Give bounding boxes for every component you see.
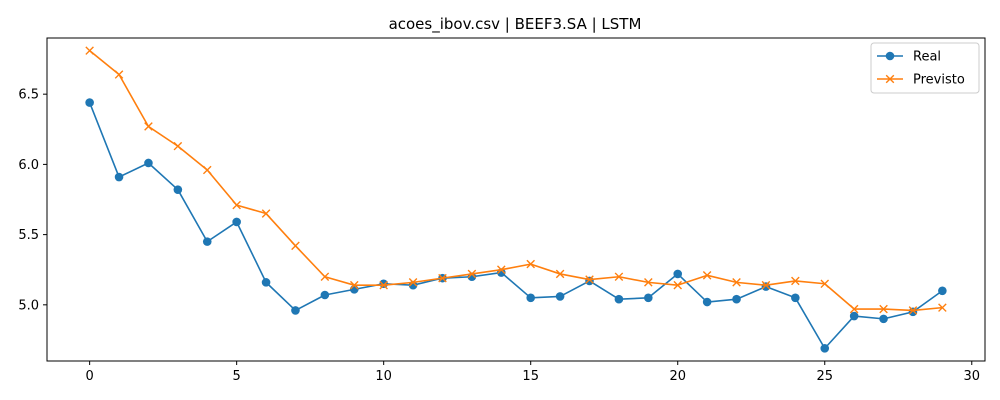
x-tick-label: 30 bbox=[963, 369, 980, 384]
data-point-previsto bbox=[791, 276, 800, 286]
data-point-real bbox=[232, 217, 241, 227]
data-point-previsto bbox=[497, 265, 506, 275]
data-point-previsto bbox=[702, 271, 712, 280]
data-point-previsto bbox=[114, 70, 124, 79]
data-point-previsto bbox=[555, 269, 565, 279]
data-point-previsto bbox=[408, 278, 418, 287]
data-point-previsto bbox=[879, 304, 888, 314]
x-tick-label: 0 bbox=[85, 369, 93, 384]
data-point-real bbox=[938, 286, 947, 296]
x-tick-label: 25 bbox=[816, 369, 833, 384]
data-point-previsto bbox=[585, 275, 594, 284]
data-point-real bbox=[673, 269, 683, 279]
data-point-previsto bbox=[379, 280, 388, 290]
data-point-real bbox=[114, 172, 124, 182]
data-point-real bbox=[585, 276, 594, 286]
legend-item-previsto: Previsto bbox=[877, 73, 965, 88]
data-point-previsto bbox=[291, 241, 300, 251]
legend-label-previsto: Previsto bbox=[913, 73, 965, 88]
data-point-previsto bbox=[820, 279, 830, 289]
data-point-previsto bbox=[644, 278, 653, 287]
y-axis: 5.0 5.5 6.0 6.5 bbox=[18, 88, 47, 313]
data-point-real bbox=[791, 293, 800, 303]
x-tick-label: 10 bbox=[375, 369, 392, 384]
data-point-real bbox=[702, 297, 712, 307]
data-point-real bbox=[379, 279, 388, 289]
data-point-real bbox=[526, 293, 536, 303]
data-point-previsto bbox=[173, 141, 183, 151]
data-point-real bbox=[614, 294, 624, 304]
plot-area bbox=[46, 37, 986, 362]
legend-marker-previsto bbox=[885, 74, 895, 84]
y-tick-label: 5.0 bbox=[18, 298, 39, 313]
x-tick-label: 15 bbox=[522, 369, 539, 384]
legend-marker-real bbox=[885, 51, 895, 61]
data-point-previsto bbox=[320, 272, 330, 282]
data-point-real bbox=[261, 278, 271, 287]
data-point-real bbox=[349, 285, 359, 294]
data-point-previsto bbox=[261, 209, 271, 218]
data-point-previsto bbox=[938, 303, 947, 312]
data-point-real bbox=[761, 282, 771, 291]
data-point-previsto bbox=[144, 122, 153, 131]
data-point-previsto bbox=[349, 280, 359, 290]
data-point-real bbox=[555, 292, 565, 301]
series-line-previsto bbox=[89, 50, 943, 312]
data-point-real bbox=[849, 311, 859, 321]
data-point-previsto bbox=[526, 259, 535, 269]
legend: Real Previsto bbox=[870, 42, 980, 94]
data-point-real bbox=[202, 237, 212, 246]
data-point-real bbox=[85, 98, 94, 107]
x-tick-label: 5 bbox=[233, 369, 241, 384]
data-point-previsto bbox=[438, 273, 447, 283]
legend-label-real: Real bbox=[913, 50, 941, 65]
data-point-real bbox=[732, 294, 741, 304]
x-axis: 0 5 10 15 20 25 30 bbox=[85, 361, 980, 384]
x-tick-label: 20 bbox=[669, 369, 686, 384]
series-layer bbox=[85, 46, 947, 353]
data-point-real bbox=[291, 306, 300, 315]
y-tick-label: 5.5 bbox=[18, 228, 39, 243]
y-tick-label: 6.0 bbox=[18, 158, 39, 173]
y-tick-label: 6.5 bbox=[18, 88, 39, 103]
data-point-previsto bbox=[908, 306, 918, 315]
data-point-previsto bbox=[202, 165, 212, 175]
series-line-real bbox=[88, 102, 943, 350]
data-point-previsto bbox=[614, 272, 624, 282]
data-point-real bbox=[144, 158, 153, 168]
data-point-real bbox=[173, 185, 183, 194]
legend-item-real: Real bbox=[877, 50, 941, 65]
series-real bbox=[85, 98, 947, 353]
data-point-previsto bbox=[849, 304, 859, 314]
data-point-previsto bbox=[761, 280, 771, 290]
chart-title: acoes_ibov.csv | BEEF3.SA | LSTM bbox=[389, 15, 642, 34]
data-point-real bbox=[908, 307, 918, 317]
data-point-previsto bbox=[673, 280, 683, 290]
data-point-real bbox=[644, 293, 653, 303]
data-point-real bbox=[879, 314, 888, 324]
data-point-previsto bbox=[732, 278, 741, 287]
series-previsto bbox=[85, 46, 947, 315]
data-point-previsto bbox=[232, 200, 241, 210]
data-point-real bbox=[320, 290, 330, 300]
data-point-previsto bbox=[85, 46, 94, 55]
data-point-previsto bbox=[467, 269, 477, 279]
data-point-real bbox=[820, 344, 830, 353]
